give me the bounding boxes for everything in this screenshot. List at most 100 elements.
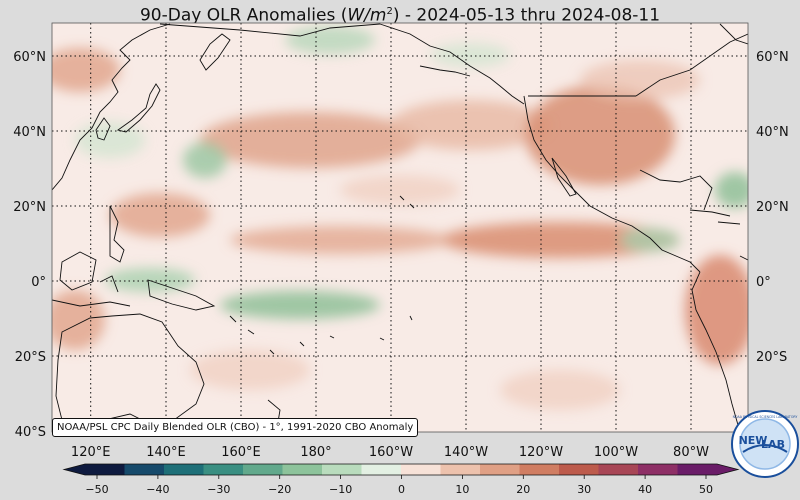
anomaly-field (52, 26, 748, 410)
colorbar-extension-min (64, 464, 85, 475)
colorbar-segment (638, 464, 678, 475)
lat-label: 20°N (13, 200, 46, 215)
anomaly-region (390, 100, 550, 150)
anomaly-region (190, 350, 310, 390)
graticule (52, 23, 748, 432)
coastline-north-america (523, 95, 701, 273)
colorbar-tick-label: 50 (699, 483, 713, 496)
lon-label: 140°E (146, 445, 186, 460)
lat-label: 20°N (756, 200, 789, 215)
coastline-aleutians (419, 65, 471, 77)
lon-label: 140°W (444, 445, 488, 460)
lab-logo: NEW LAB NOAA PHYSICAL SCIENCES LABORATOR… (731, 410, 799, 478)
lat-label: 60°N (13, 50, 46, 65)
title-prefix: 90-Day OLR Anomalies ( (139, 5, 348, 26)
title-unit-exponent: 2 (386, 6, 393, 17)
anomaly-region (440, 222, 680, 258)
colorbar-ticks: −50 −40 −30 −20 −10 0 10 20 30 40 50 (85, 475, 713, 496)
anomaly-region (525, 85, 675, 185)
colorbar-segment (401, 464, 441, 475)
colorbar-segment (164, 464, 204, 475)
coastline-philippines (109, 205, 125, 263)
colorbar-segment (282, 464, 323, 475)
coastline-new-guinea (147, 279, 216, 311)
coastline-siberia (159, 23, 381, 37)
colorbar-segment (85, 464, 125, 475)
colorbar-tick-label: −40 (146, 483, 169, 496)
anomaly-region (52, 48, 120, 92)
lat-label: 40°N (756, 125, 789, 140)
lat-label: 20°S (15, 350, 46, 365)
coastline-asia (52, 23, 171, 191)
coastline-indonesia (52, 275, 131, 307)
anomaly-region (430, 43, 510, 67)
anomaly-region (340, 175, 460, 205)
anomaly-region (220, 291, 380, 319)
coastline-us-east (635, 33, 748, 97)
title-unit: W/m (347, 5, 387, 26)
coastlines (52, 23, 748, 432)
lon-label: 100°W (594, 445, 638, 460)
lat-label: 0° (756, 275, 771, 290)
lon-label: 180° (300, 445, 331, 460)
colorbar-tick-label: −50 (85, 483, 108, 496)
colorbar-segment (519, 464, 560, 475)
lon-label: 160°E (221, 445, 261, 460)
lat-label: 40°N (13, 125, 46, 140)
anomaly-region (52, 290, 105, 350)
lat-label: 40°S (15, 425, 46, 440)
lat-labels-right: 60°N 40°N 20°N 0° 20°S (756, 50, 789, 365)
coastline-alaska (379, 23, 525, 105)
colorbar-segment (322, 464, 362, 475)
anomaly-region (620, 228, 680, 252)
logo-text-lab: LAB (761, 438, 785, 451)
anomaly-region (500, 370, 620, 410)
coastline-borneo (59, 251, 97, 291)
colorbar-segments (64, 464, 738, 475)
colorbar-outline (62, 463, 740, 476)
colorbar-segment (677, 464, 718, 475)
coastline-kamchatka (199, 33, 231, 71)
anomaly-region (183, 142, 227, 178)
colorbar-tick-label: 30 (577, 483, 591, 496)
anomaly-region (200, 112, 420, 168)
lat-labels-left: 60°N 40°N 20°N 0° 20°S 40°S (13, 50, 46, 440)
colorbar-segment (124, 464, 165, 475)
logo-ring-text: NOAA PHYSICAL SCIENCES LABORATORY (733, 415, 798, 419)
logo-text-new: NEW (739, 434, 768, 447)
coastline-islands (229, 315, 413, 355)
anomaly-region (230, 226, 450, 254)
lat-label: 60°N (756, 50, 789, 65)
anomaly-region (685, 255, 748, 365)
anomaly-region (580, 60, 700, 100)
colorbar-tick-label: −30 (207, 483, 230, 496)
colorbar-tick-label: 20 (516, 483, 530, 496)
anomaly-region (75, 122, 145, 158)
lon-label: 160°W (369, 445, 413, 460)
colorbar-segment (480, 464, 520, 475)
coastline-caribbean (689, 209, 741, 225)
colorbar-tick-label: 0 (398, 483, 405, 496)
coastline-gulf (639, 169, 713, 211)
anomaly-region (285, 26, 375, 54)
lon-label: 120°E (71, 445, 111, 460)
logo-swoosh (742, 444, 788, 453)
coastline-greenland (719, 23, 748, 45)
lon-label: 80°W (673, 445, 709, 460)
colorbar-tick-label: −10 (329, 483, 352, 496)
colorbar-tick-label: 40 (638, 483, 652, 496)
colorbar-segment (361, 464, 402, 475)
colorbar-segment (598, 464, 639, 475)
anomaly-region (105, 268, 195, 292)
colorbar-tick-label: −20 (268, 483, 291, 496)
lon-label: 120°W (519, 445, 563, 460)
data-source-credit: NOAA/PSL CPC Daily Blended OLR (CBO) - 1… (52, 418, 419, 437)
lat-label: 0° (31, 275, 46, 290)
colorbar-tick-label: 10 (455, 483, 469, 496)
coastline-south-america (691, 255, 748, 432)
colorbar-segment (203, 464, 244, 475)
coastline-australia (55, 313, 205, 429)
colorbar-extension-max (717, 464, 738, 475)
map-title: 90-Day OLR Anomalies (W/m2) - 2024-05-13… (0, 0, 800, 26)
